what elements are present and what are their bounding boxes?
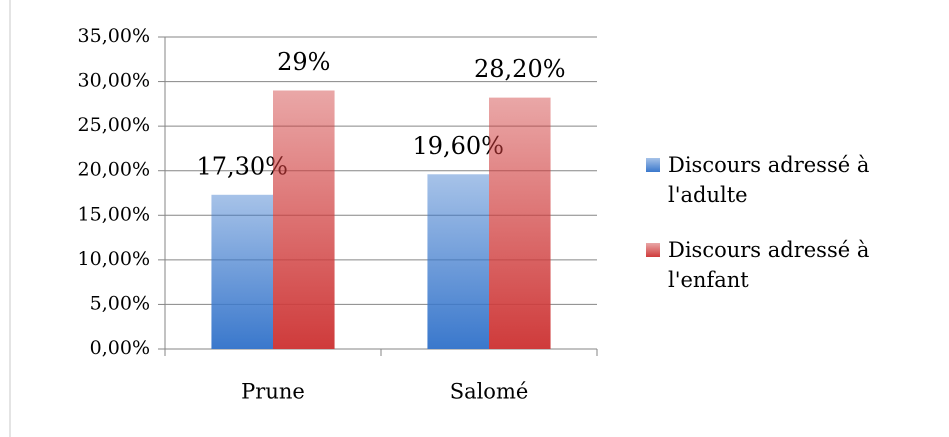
y-tick-label: 30,00% (78, 70, 150, 92)
y-tick-label: 15,00% (78, 203, 150, 225)
legend-label: Discours adressé à l'adulte (668, 153, 870, 207)
x-tick-label: Salomé (450, 380, 529, 404)
legend-swatch (646, 158, 660, 172)
bar (427, 174, 489, 349)
value-label: 19,60% (412, 132, 504, 160)
value-label: 29% (277, 48, 330, 76)
y-tick-label: 5,00% (90, 292, 150, 314)
bar (273, 90, 335, 349)
y-tick-label: 10,00% (78, 248, 150, 270)
x-tick-label: Prune (241, 380, 305, 404)
value-label: 28,20% (474, 55, 566, 83)
y-tick-label: 35,00% (78, 25, 150, 47)
bar (211, 194, 273, 349)
y-tick-label: 25,00% (78, 114, 150, 136)
legend-swatch (646, 243, 660, 257)
bar (489, 97, 551, 349)
y-tick-label: 0,00% (90, 337, 150, 359)
legend-label: Discours adressé à l'enfant (668, 238, 870, 292)
y-tick-label: 20,00% (78, 159, 150, 181)
value-label: 17,30% (196, 152, 288, 180)
